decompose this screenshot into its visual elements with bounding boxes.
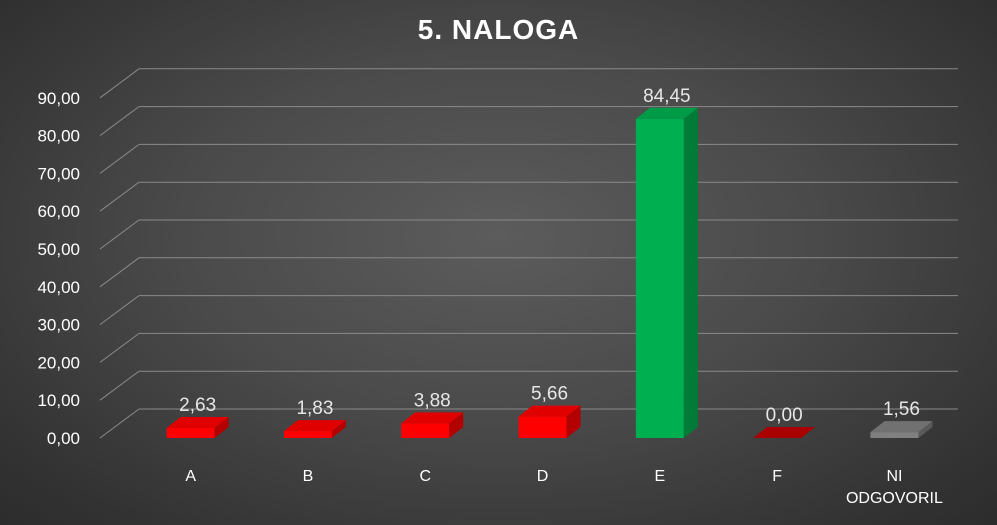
bar-top [753,427,816,438]
gridline-diagonal [99,219,140,250]
gridline-diagonal [99,370,140,401]
gridline-diagonal [99,332,140,363]
y-tick-label: 10,00 [37,391,80,410]
bar [518,416,567,438]
gridline-diagonal [99,106,140,137]
y-tick-label: 90,00 [37,89,80,108]
bar [870,432,919,438]
y-tick-label: 30,00 [37,316,80,335]
bar-side [918,421,933,438]
category-label: C [419,468,431,485]
y-tick-label: 80,00 [37,127,80,146]
data-label: 5,66 [531,384,568,405]
bar-side [331,420,346,438]
bar-side [566,405,581,438]
bar-top [283,420,346,432]
y-tick-label: 60,00 [37,202,80,221]
gridline-diagonal [99,295,140,326]
gridline-diagonal [99,68,140,99]
chart-title: 5. NALOGA [417,14,580,45]
bar [401,423,450,438]
y-tick-label: 70,00 [37,164,80,183]
bar [283,431,332,438]
y-tick-label: 0,00 [47,429,80,448]
bar-side [683,107,698,439]
data-label: 2,63 [179,395,216,416]
gridline-diagonal [99,408,140,439]
category-label: F [772,468,782,485]
y-tick-label: 40,00 [37,278,80,297]
category-label: E [655,468,666,485]
bar-top [870,421,933,433]
gridline-diagonal [99,143,140,174]
gridline-diagonal [99,257,140,288]
category-label: D [537,468,549,485]
bar-side [449,412,464,438]
y-tick-label: 50,00 [37,240,80,259]
category-label: ODGOVORIL [846,490,943,507]
data-label: 1,83 [296,398,333,419]
data-label: 84,45 [643,86,691,107]
data-label: 1,56 [883,399,920,420]
category-label: B [303,468,314,485]
category-label: A [185,468,196,485]
category-label: NI [886,468,902,485]
gridline-diagonal [99,181,140,212]
bar-top [518,405,581,417]
bar-top [401,412,464,424]
bar [166,428,215,438]
y-tick-label: 20,00 [37,353,80,372]
data-label: 3,88 [414,390,451,411]
data-label: 0,00 [766,405,803,426]
bar-top [635,107,698,119]
bar-side [214,417,229,438]
bar-top [166,417,229,429]
bar [635,118,684,439]
